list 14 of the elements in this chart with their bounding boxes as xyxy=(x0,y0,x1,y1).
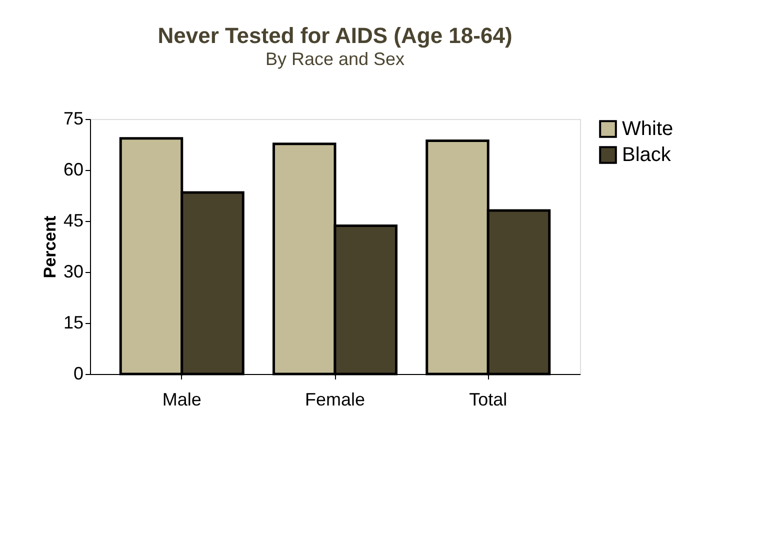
legend-label: White xyxy=(622,118,674,140)
y-tick-label: 45 xyxy=(63,210,84,230)
y-tick-label: 30 xyxy=(63,262,84,282)
y-axis-title: Percent xyxy=(40,215,60,278)
chart-subtitle: By Race and Sex xyxy=(265,49,405,69)
x-tick-label: Female xyxy=(304,390,366,410)
chart-title: Never Tested for AIDS (Age 18-64) xyxy=(158,23,512,48)
y-tick-label: 15 xyxy=(63,312,84,332)
legend-label: Black xyxy=(622,144,672,166)
x-tick-label: Total xyxy=(469,390,508,410)
y-tick-label: 60 xyxy=(63,160,84,180)
x-tick-label: Male xyxy=(162,390,202,410)
y-tick-label: 75 xyxy=(63,108,84,128)
y-tick-label: 0 xyxy=(73,364,84,384)
